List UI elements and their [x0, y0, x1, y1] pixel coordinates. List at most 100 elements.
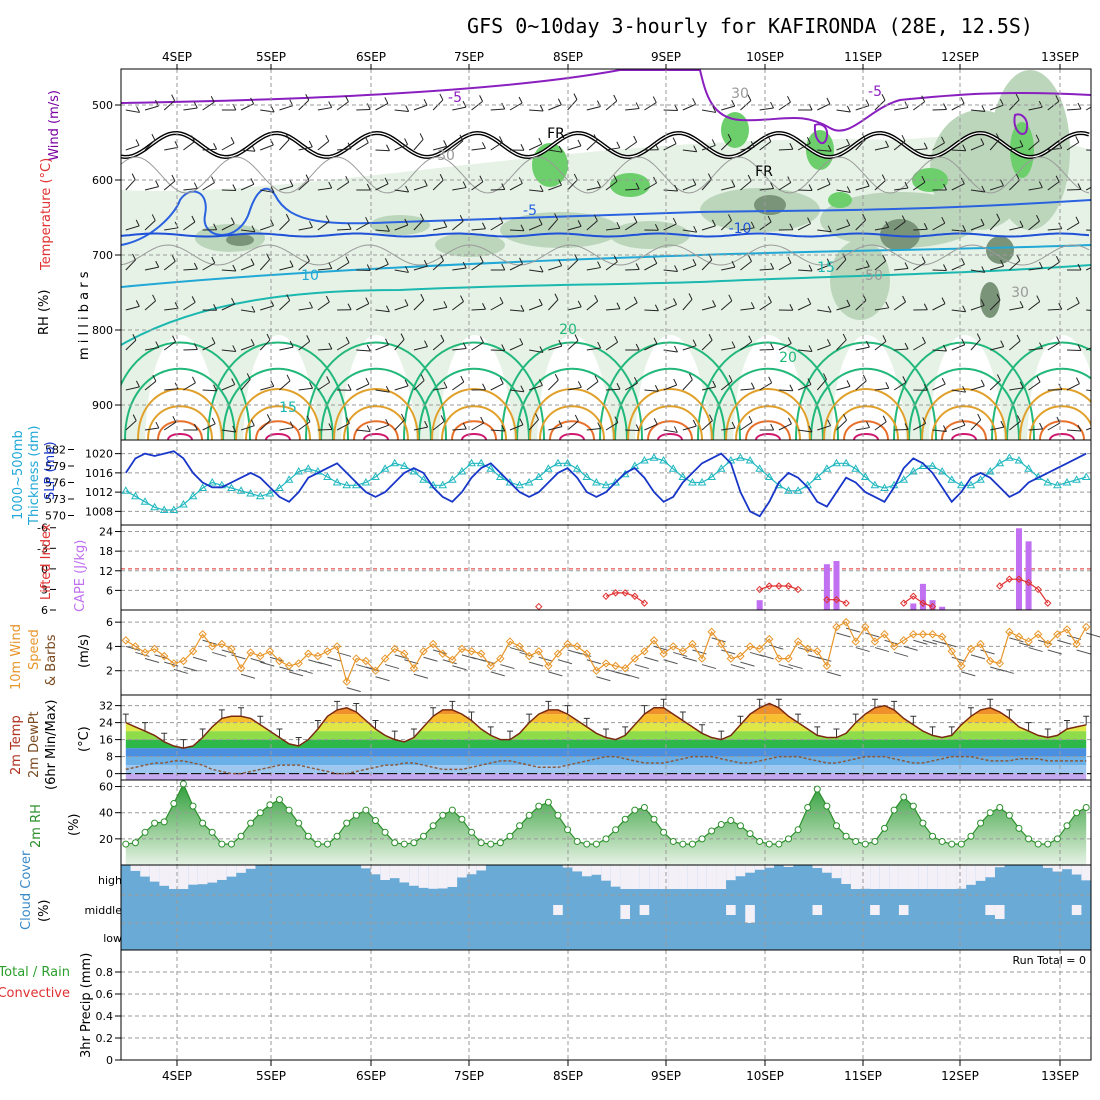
wind-barb [721, 427, 736, 431]
wind-barb [298, 421, 311, 431]
wind-barb-flag [577, 300, 582, 308]
wind-barb [471, 100, 483, 111]
legend-rh: RH (%) [37, 290, 52, 335]
wind-barb-flag [250, 178, 255, 185]
wind-barb [586, 347, 601, 351]
tick-label: 0.6 [96, 988, 114, 1001]
wind-barb-flag [309, 382, 314, 389]
wind-barb-flag [364, 136, 369, 144]
cloud-gap-high [706, 865, 717, 889]
wind-barb [893, 301, 906, 311]
wind-barb [375, 389, 390, 393]
rh-point [535, 802, 543, 810]
wind-barb-flag [535, 413, 539, 420]
wind-barb-flag [885, 382, 890, 389]
wind-barb [336, 262, 350, 271]
li-point [823, 596, 831, 604]
contour-label: 15 [817, 260, 835, 276]
wind-barb-flag [941, 297, 946, 304]
wind-barb-surface [298, 668, 313, 674]
wind-barb-flag [995, 133, 1000, 140]
wind-barb-flag [443, 220, 448, 228]
wind-barb-flag [1038, 100, 1043, 108]
wind-barb-flag [1016, 415, 1021, 422]
wind-barb-flag [885, 301, 890, 309]
wind-barb-flag [213, 304, 218, 311]
wind-barb-flag [443, 140, 448, 147]
wind-barb-flag [440, 334, 445, 342]
wind-barb-surface [913, 639, 928, 645]
rh-point [564, 826, 572, 834]
cloud-gap-high [197, 865, 208, 885]
rh-point [237, 832, 245, 840]
cloud-gap-high [140, 865, 150, 877]
cloud-gap-high [466, 865, 477, 875]
wind-barb [202, 423, 216, 431]
thickness-point [764, 472, 774, 480]
wind-barb-flag [1096, 177, 1099, 183]
wind-barb-flag [289, 340, 294, 348]
wind-speed-point [736, 651, 745, 661]
wind-barb [624, 302, 638, 311]
wind-barb [144, 266, 159, 271]
wind-barb [644, 343, 658, 351]
wind-barb-flag [172, 415, 177, 423]
wind-barb [970, 385, 985, 391]
cloud-gap-high [850, 865, 861, 889]
wind-barb [740, 146, 755, 151]
wind-speed-point [889, 642, 899, 651]
wind-speed-point [1043, 639, 1052, 649]
wind-barb [682, 149, 697, 153]
wind-speed-point [284, 661, 294, 671]
contour-temp-p15 [121, 264, 1091, 346]
wind-barb-flag [1000, 340, 1005, 347]
cloud-gap-high [188, 865, 198, 885]
wind-barb-surface [826, 671, 842, 677]
wind-barb [432, 260, 444, 271]
wind-barb [567, 225, 582, 231]
wind-barb-flag [405, 185, 410, 193]
wind-barb-flag [1019, 220, 1024, 228]
thickness-point [572, 464, 582, 472]
temperature-panel: 32 24 16 8 0 [99, 694, 1092, 781]
cloud-level-label: low [103, 932, 122, 945]
rh-point [266, 801, 274, 809]
wind-barb-flag [826, 97, 831, 105]
wind-barb [125, 144, 140, 151]
rh-point [660, 828, 668, 836]
wind-barb [1066, 429, 1081, 432]
cloud-label: Cloud Cover [19, 850, 34, 930]
wind-barb [1085, 347, 1091, 351]
wind-barb-surface [231, 654, 246, 660]
thickness-point [1062, 478, 1072, 486]
wind-barb [817, 344, 831, 351]
wind-barb-flag [480, 416, 485, 424]
wind-barb-flag [708, 414, 713, 421]
wind-barb [1009, 306, 1024, 311]
wind-barb-surface [1086, 632, 1100, 638]
wind-barb [548, 379, 559, 391]
rh-point [746, 830, 754, 838]
tick-label: 4 [106, 640, 113, 653]
wind-speed-point [160, 651, 169, 661]
wind-barb-flag [943, 264, 947, 271]
thickness-point [995, 458, 1005, 467]
contour-temp-neg5 [121, 69, 1091, 132]
wind-barb-flag [501, 102, 506, 110]
date-label-top: 13SEP [1041, 50, 1079, 64]
wind-speed-point [409, 664, 419, 673]
wind-barb-flag [653, 337, 658, 345]
cloud-gap-high [418, 865, 429, 888]
rh-point [919, 819, 927, 827]
contour-temp-warm [124, 367, 1091, 440]
wind-barb [970, 339, 981, 351]
rh-point [679, 840, 687, 848]
wind-speed-point [1033, 630, 1043, 639]
cloud-gap-high [898, 865, 909, 889]
wind-barb-flag [1000, 179, 1004, 186]
wind-barb [970, 144, 985, 151]
rh-point [977, 819, 985, 827]
wind-barb [240, 309, 255, 313]
wind-barb-flag [366, 264, 371, 271]
wind-barb-flag [250, 419, 255, 426]
